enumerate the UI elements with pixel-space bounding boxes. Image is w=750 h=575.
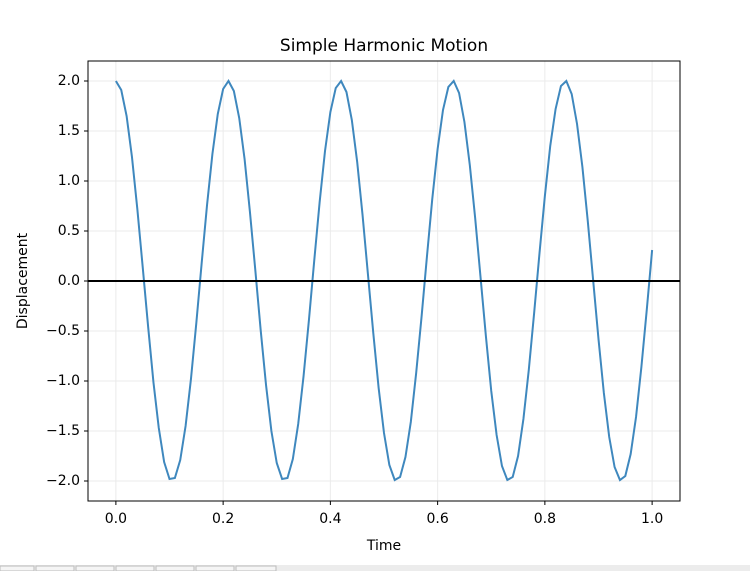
chart-title: Simple Harmonic Motion bbox=[280, 36, 488, 56]
x-tick-label: 0.2 bbox=[212, 511, 234, 527]
y-tick-label: −2.0 bbox=[46, 473, 80, 489]
y-axis-label: Displacement bbox=[15, 232, 31, 329]
toolbar-button[interactable] bbox=[115, 565, 155, 572]
y-tick-label: −1.0 bbox=[46, 373, 80, 389]
x-axis-label: Time bbox=[366, 538, 401, 554]
data-line bbox=[115, 79, 654, 482]
axes-frame bbox=[87, 60, 681, 502]
y-tick-label: −1.5 bbox=[46, 423, 80, 439]
y-tick-label: 0.5 bbox=[58, 223, 80, 239]
toolbar-button[interactable] bbox=[0, 565, 35, 572]
y-tick-label: −0.5 bbox=[46, 323, 80, 339]
x-tick-label: 1.0 bbox=[641, 511, 663, 527]
y-tick-label: 1.0 bbox=[58, 173, 80, 189]
status-strip bbox=[0, 565, 750, 571]
toolbar-button[interactable] bbox=[195, 565, 235, 572]
x-tick-label: 0.8 bbox=[534, 511, 556, 527]
y-tick-label: 2.0 bbox=[58, 73, 80, 89]
x-tick-label: 0.0 bbox=[105, 511, 127, 527]
toolbar-button[interactable] bbox=[35, 565, 75, 572]
x-tick-label: 0.6 bbox=[426, 511, 448, 527]
toolbar-button[interactable] bbox=[155, 565, 195, 572]
y-tick-label: 1.5 bbox=[58, 123, 80, 139]
x-tick-label: 0.4 bbox=[319, 511, 341, 527]
toolbar-button[interactable] bbox=[75, 565, 115, 572]
toolbar-button[interactable] bbox=[235, 565, 277, 572]
y-tick-label: 0.0 bbox=[58, 273, 80, 289]
